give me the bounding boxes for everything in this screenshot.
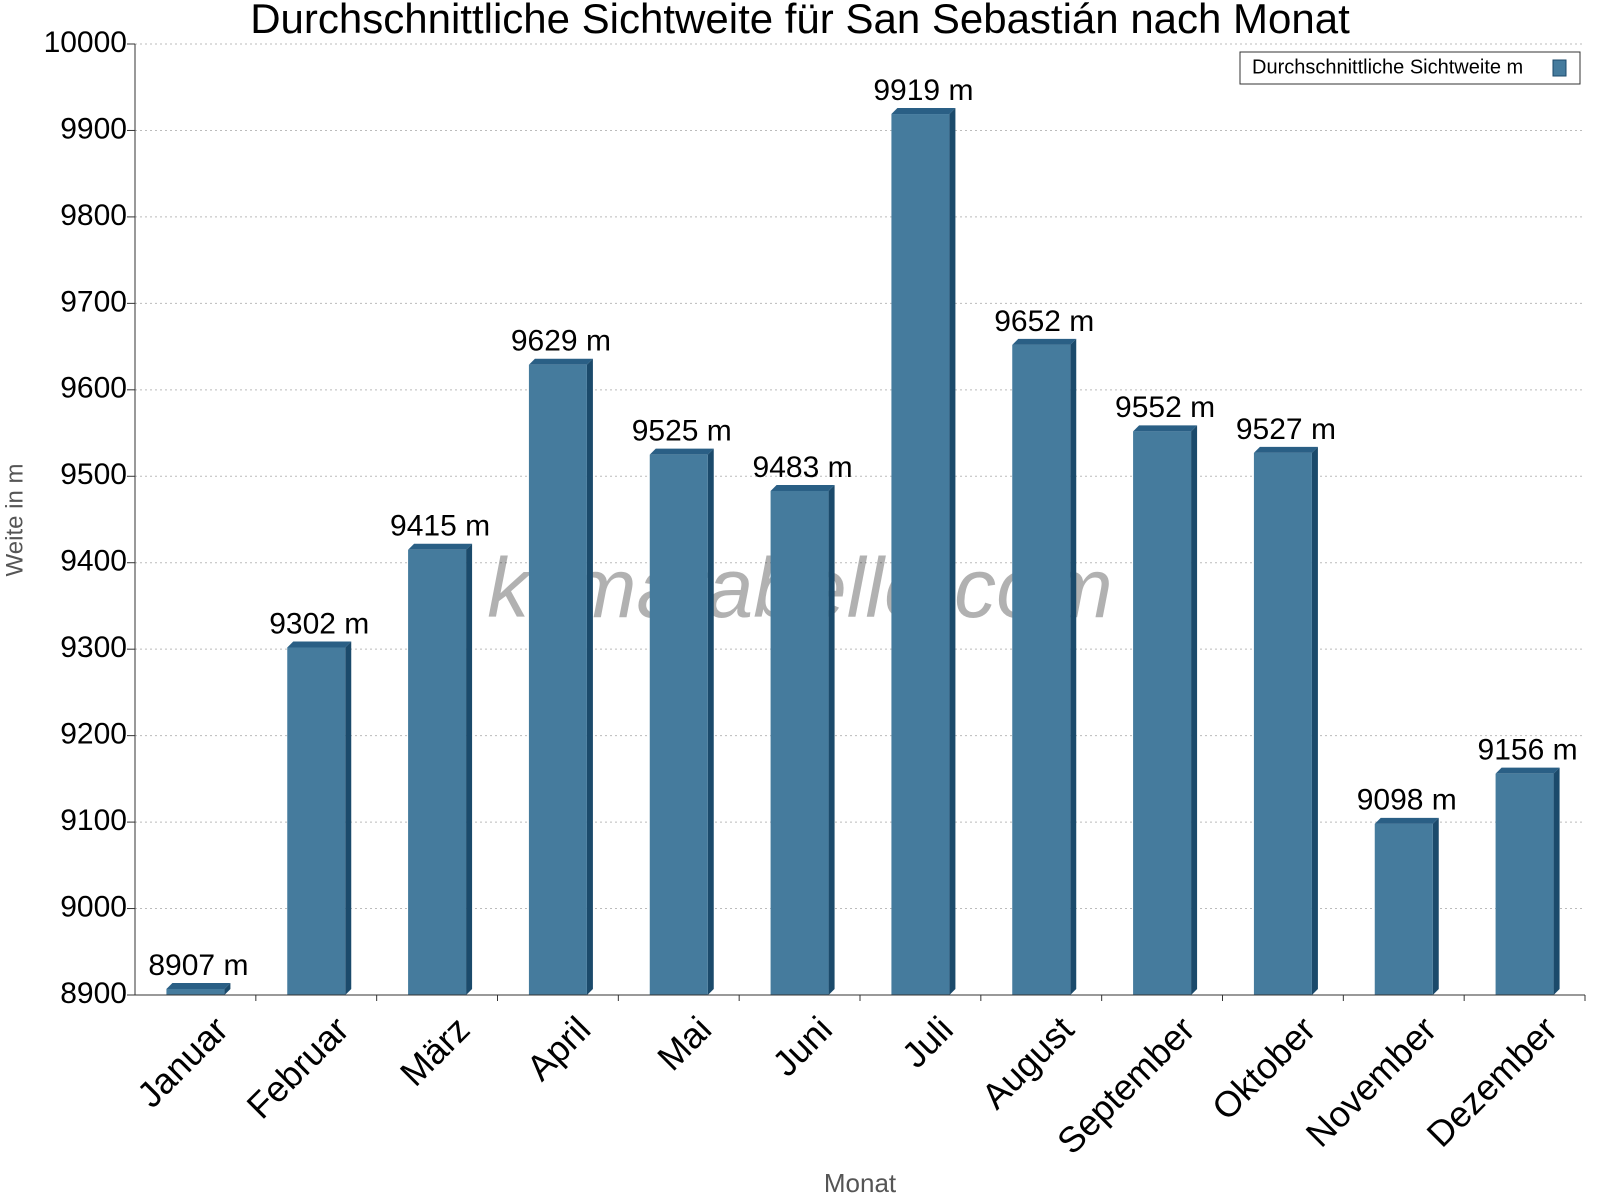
x-axis-label: Monat: [824, 1168, 897, 1198]
bar-top: [891, 108, 956, 115]
value-label: 9415 m: [390, 510, 490, 543]
bar-side: [224, 982, 231, 995]
bar-top: [1374, 817, 1439, 824]
bar: [1495, 773, 1554, 995]
value-label: 9483 m: [753, 451, 853, 484]
bar-side: [586, 358, 593, 996]
bar-top: [1253, 446, 1318, 453]
bar-side: [707, 448, 714, 996]
y-tick-label: 10000: [44, 26, 127, 59]
y-tick-label: 9300: [60, 631, 127, 664]
bar: [891, 114, 950, 995]
legend-label: Durchschnittliche Sichtweite m: [1252, 56, 1523, 78]
bar: [166, 988, 225, 995]
bar-top: [166, 982, 231, 989]
bar-side: [1070, 338, 1077, 995]
y-tick-label: 9700: [60, 285, 127, 318]
legend-swatch: [1552, 59, 1567, 77]
bar-side: [1553, 767, 1560, 995]
chart-title: Durchschnittliche Sichtweite für San Seb…: [250, 0, 1350, 42]
bar-top: [1133, 425, 1198, 432]
bar-top: [1012, 338, 1077, 345]
bar-side: [1432, 817, 1439, 995]
y-tick-label: 9200: [60, 718, 127, 751]
value-label: 9552 m: [1115, 391, 1215, 424]
bar-side: [1311, 446, 1318, 995]
value-label: 9652 m: [994, 305, 1094, 338]
value-label: 9629 m: [511, 325, 611, 358]
bar: [1374, 823, 1433, 995]
y-tick-label: 9000: [60, 890, 127, 923]
value-label: 9919 m: [873, 74, 973, 107]
value-label: 9098 m: [1357, 784, 1457, 817]
bar-side: [1191, 425, 1198, 995]
y-tick-label: 9100: [60, 804, 127, 837]
bar-side: [949, 108, 956, 995]
bar-side: [345, 641, 352, 995]
y-tick-label: 8900: [60, 977, 127, 1010]
bar-top: [649, 448, 714, 455]
bar-top: [1495, 767, 1560, 774]
bar-top: [408, 543, 473, 550]
bar: [1012, 344, 1071, 995]
value-label: 9527 m: [1236, 413, 1336, 446]
bar: [770, 490, 829, 995]
value-label: 8907 m: [148, 949, 248, 982]
bar: [1133, 431, 1192, 995]
y-tick-label: 9800: [60, 199, 127, 232]
bar-side: [828, 484, 835, 995]
bar-top: [528, 358, 593, 365]
y-tick-label: 9900: [60, 112, 127, 145]
bar: [649, 454, 708, 996]
bar: [408, 549, 467, 995]
bar: [287, 647, 346, 995]
bar-top: [770, 484, 835, 491]
legend-box: [1239, 51, 1581, 85]
y-tick-label: 9500: [60, 458, 127, 491]
value-label: 9156 m: [1478, 734, 1578, 767]
y-tick-label: 9400: [60, 545, 127, 578]
bar-side: [466, 543, 473, 995]
bar: [1253, 452, 1312, 995]
y-tick-label: 9600: [60, 372, 127, 405]
y-axis-label: Weite in m: [1, 464, 28, 577]
bar: [528, 364, 587, 996]
value-label: 9302 m: [269, 607, 369, 640]
value-label: 9525 m: [632, 415, 732, 448]
bar-top: [287, 641, 352, 648]
